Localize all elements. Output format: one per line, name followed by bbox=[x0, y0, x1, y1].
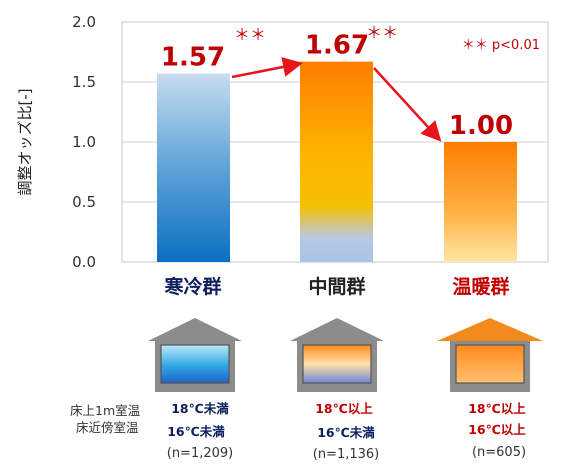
bar-middle-group bbox=[300, 61, 373, 262]
value-label-warm: 1.00 bbox=[449, 111, 513, 141]
y-tick-label: 0.5 bbox=[72, 193, 96, 211]
y-tick-label: 0.0 bbox=[72, 253, 96, 271]
lower-temp-warm: 16℃以上 bbox=[468, 422, 526, 437]
count-middle: (n=1,136) bbox=[313, 447, 380, 462]
category-label-middle: 中間群 bbox=[308, 275, 365, 298]
bar-cold-group bbox=[157, 73, 230, 262]
y-tick-label: 1.0 bbox=[72, 133, 96, 151]
bar-warm-group bbox=[444, 142, 517, 262]
house-warm-icon bbox=[437, 318, 543, 392]
category-label-cold: 寒冷群 bbox=[164, 275, 221, 298]
count-warm: (n=605) bbox=[472, 445, 526, 460]
category-label-warm: 温暖群 bbox=[452, 275, 509, 298]
value-label-middle: 1.67 bbox=[305, 31, 369, 61]
y-axis-ticks: 0.0 0.5 1.0 1.5 2.0 bbox=[72, 13, 96, 271]
significance-mark-middle: ＊＊ bbox=[366, 23, 398, 42]
lower-temp-middle: 16℃未満 bbox=[317, 425, 375, 440]
trend-arrow-1 bbox=[231, 57, 303, 79]
upper-temp-warm: 18℃以上 bbox=[468, 401, 526, 416]
upper-temp-middle: 18℃以上 bbox=[315, 401, 373, 416]
trend-arrow-2 bbox=[373, 67, 442, 142]
row-label-lower: 床近傍室温 bbox=[76, 420, 139, 435]
house-middle-icon bbox=[290, 318, 384, 392]
upper-temp-cold: 18℃未満 bbox=[171, 401, 229, 416]
value-label-cold: 1.57 bbox=[161, 43, 225, 73]
house-cold-icon bbox=[148, 318, 242, 392]
significance-mark-cold: ＊＊ bbox=[234, 25, 266, 44]
y-tick-label: 2.0 bbox=[72, 13, 96, 31]
y-axis-label: 調整オッズ比[-] bbox=[16, 88, 34, 195]
y-tick-label: 1.5 bbox=[72, 73, 96, 91]
row-label-upper: 床上1m室温 bbox=[70, 403, 141, 418]
lower-temp-cold: 16℃未満 bbox=[167, 424, 225, 439]
significance-note: ＊＊ p<0.01 bbox=[462, 38, 540, 53]
count-cold: (n=1,209) bbox=[167, 446, 234, 461]
